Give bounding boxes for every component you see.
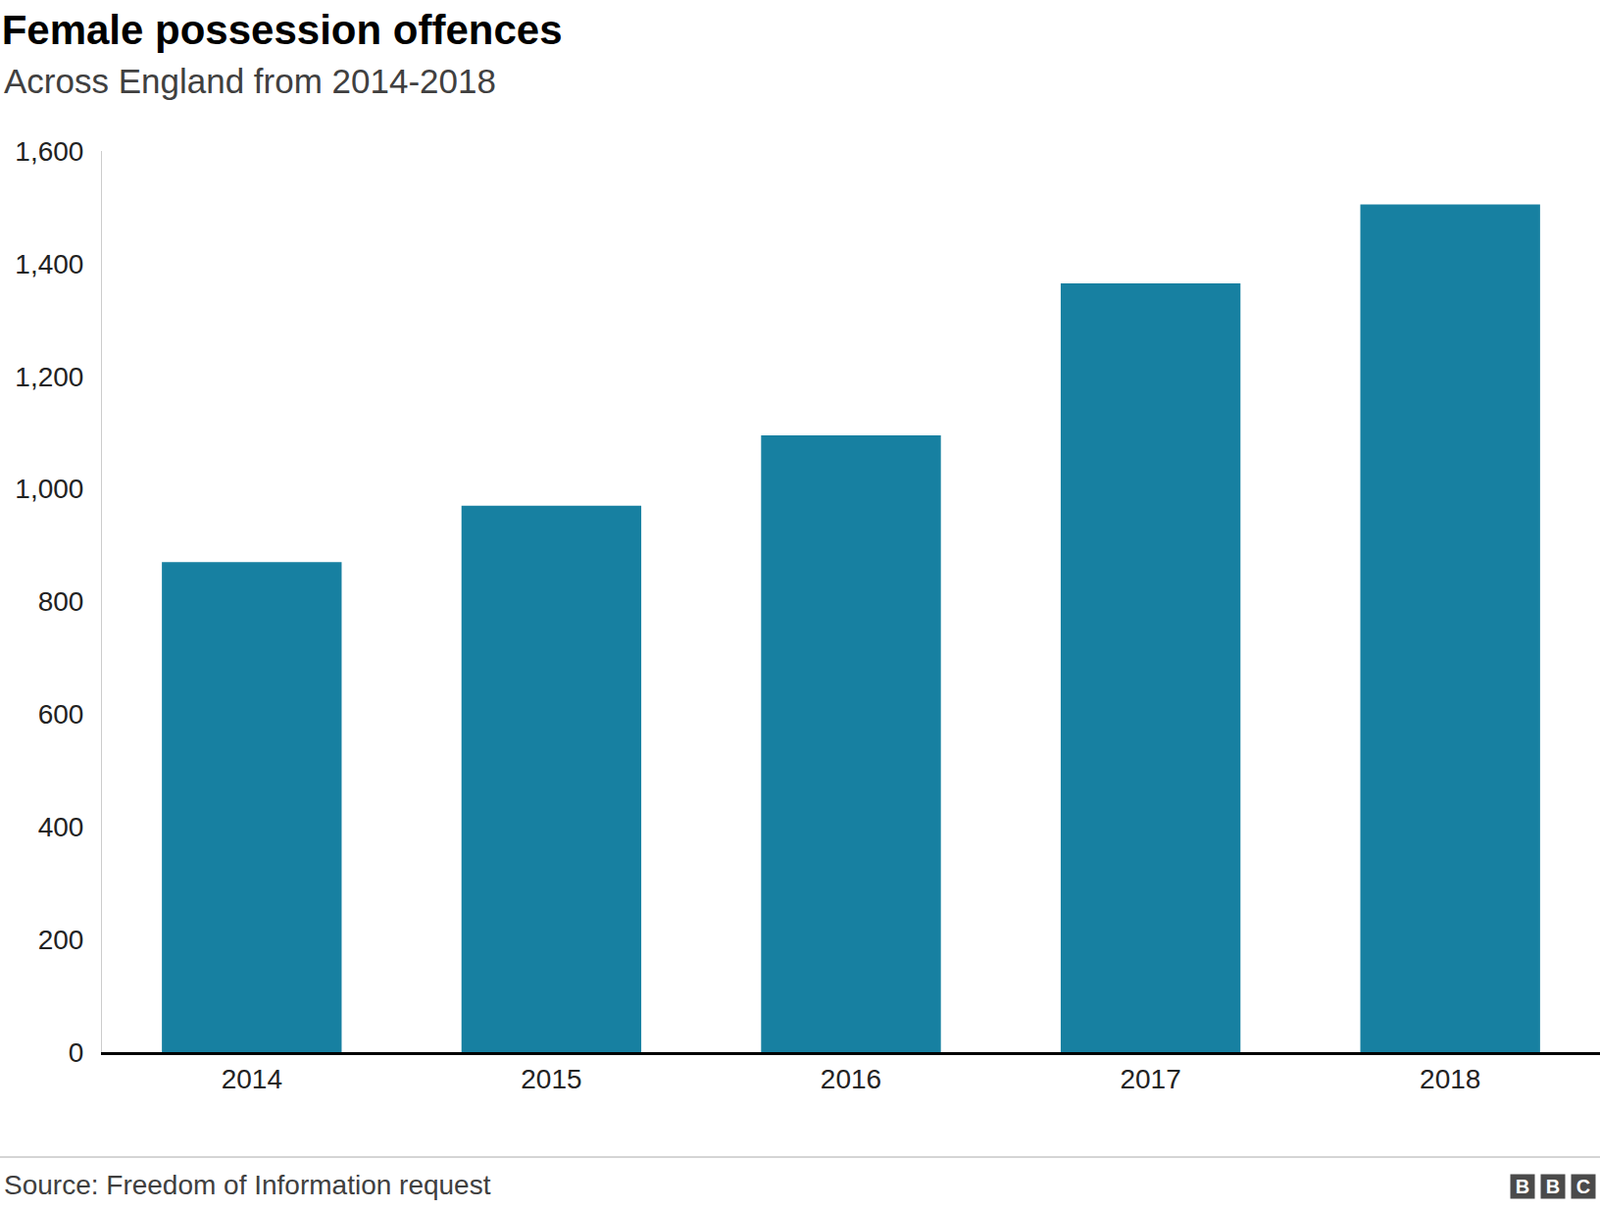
svg-text:2016: 2016 [820,1063,882,1095]
svg-text:Across England from 2014-2018: Across England from 2014-2018 [3,61,497,100]
svg-text:B: B [1546,1175,1560,1198]
svg-text:Source: Freedom of Information: Source: Freedom of Information request [3,1169,492,1200]
svg-text:B: B [1515,1175,1530,1198]
svg-text:1,400: 1,400 [14,249,84,280]
svg-text:2015: 2015 [520,1063,582,1095]
svg-text:600: 600 [38,699,85,730]
svg-text:400: 400 [38,811,85,843]
svg-text:1,600: 1,600 [14,136,84,167]
svg-text:800: 800 [38,586,85,617]
svg-text:2014: 2014 [221,1063,283,1095]
svg-text:200: 200 [38,924,85,955]
svg-text:C: C [1576,1175,1591,1198]
svg-text:2018: 2018 [1419,1063,1481,1095]
svg-text:1,000: 1,000 [14,473,84,504]
svg-text:1,200: 1,200 [14,361,84,393]
svg-text:Female possession offences: Female possession offences [1,6,563,53]
svg-text:0: 0 [68,1037,85,1068]
svg-text:2017: 2017 [1119,1063,1181,1095]
